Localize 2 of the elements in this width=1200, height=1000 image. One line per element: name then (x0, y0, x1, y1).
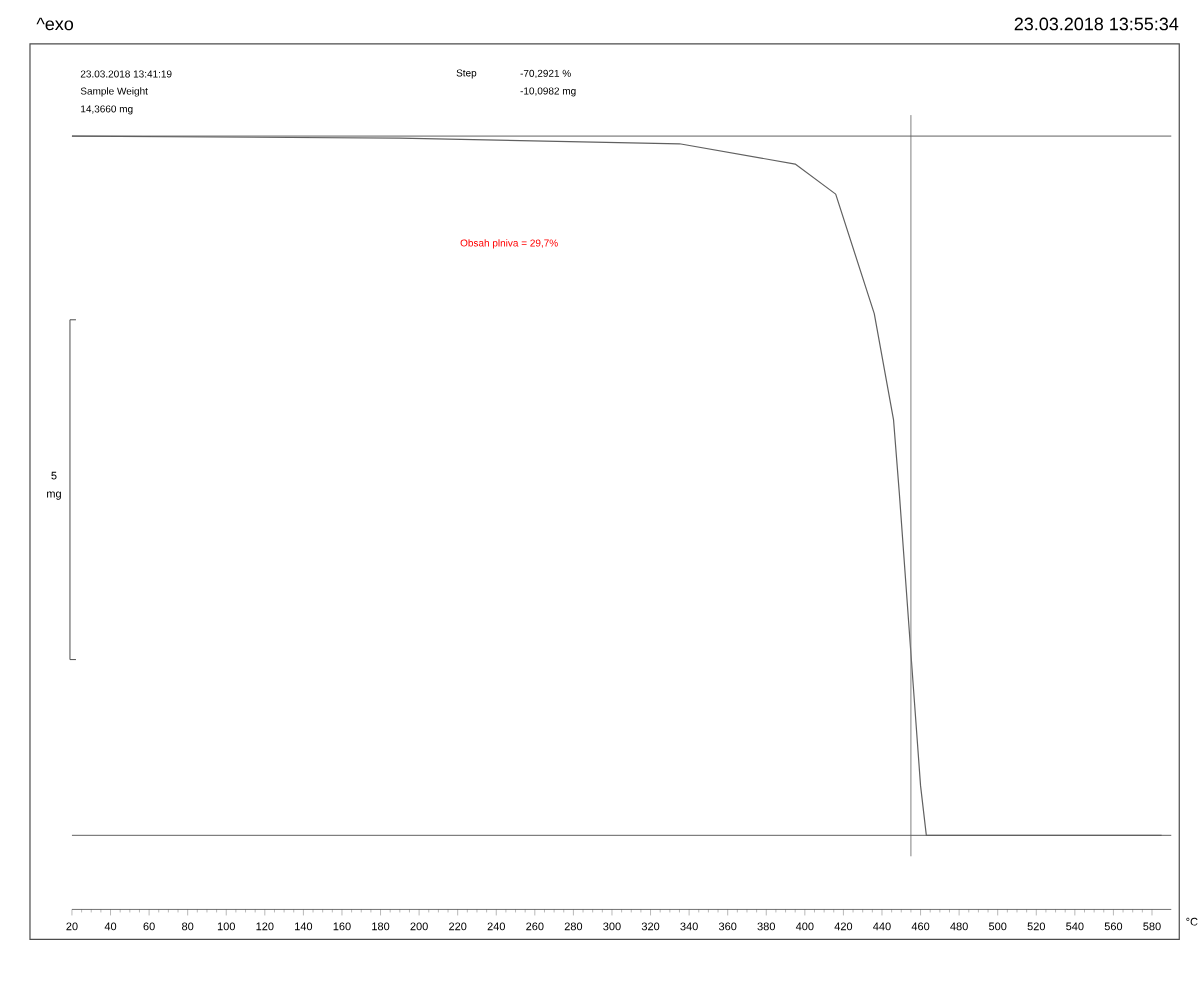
text: ^exo (36, 18, 74, 31)
text: 23.03.2018 13:55:34 (1014, 17, 1179, 31)
